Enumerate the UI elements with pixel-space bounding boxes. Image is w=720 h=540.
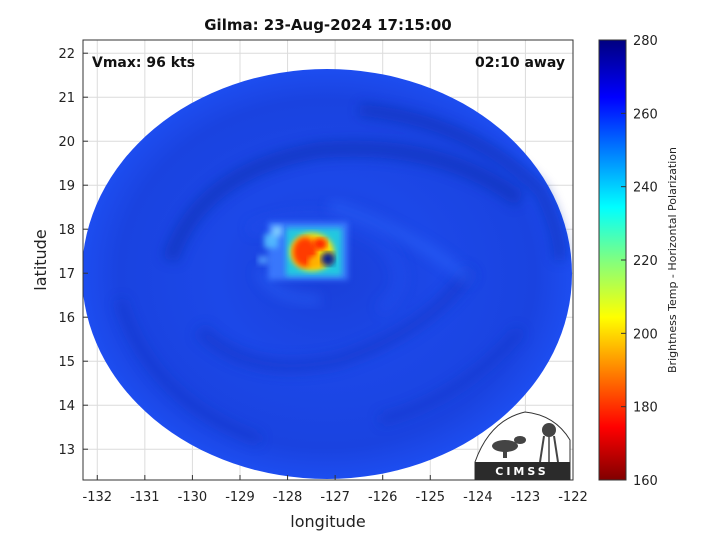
- x-tick-label: -125: [416, 490, 446, 505]
- y-tick-label: 15: [58, 355, 75, 370]
- colorbar-tick-label: 160: [633, 474, 658, 489]
- y-tick-label: 22: [58, 47, 75, 62]
- colorbar-label: Brightness Temp - Horizontal Polarizatio…: [666, 147, 679, 373]
- y-tick-label: 20: [58, 135, 75, 150]
- y-tick-label: 21: [58, 91, 75, 106]
- colorbar-tick-label: 220: [633, 254, 658, 269]
- colorbar-tick-label: 200: [633, 327, 658, 342]
- storm-eye: [321, 252, 335, 266]
- colorbar: 160 180 200 220 240 260 280 Brightness Temp - …: [598, 34, 679, 489]
- x-tick-label: -127: [320, 490, 350, 505]
- x-tick-label: -130: [178, 490, 208, 505]
- y-tick-label: 18: [58, 223, 75, 238]
- colorbar-tick-label: 260: [633, 107, 658, 122]
- x-tick-label: -126: [368, 490, 398, 505]
- spiral-bands: [115, 104, 566, 445]
- y-tick-label: 17: [58, 267, 75, 282]
- x-tick-label: -128: [273, 490, 303, 505]
- plot-area: -132 -131 -130 -129 -128 -127 -126 -125 -124 -123…: [58, 39, 588, 505]
- y-tick-label: 14: [58, 399, 75, 414]
- convective-flecks: [258, 226, 282, 264]
- x-axis-ticks: -132 -131 -130 -129 -128 -127 -126 -125 -124 -123…: [83, 475, 588, 505]
- logo-text: CIMSS: [495, 465, 548, 478]
- cimss-logo: CIMSS: [474, 411, 571, 481]
- x-tick-label: -122: [558, 490, 588, 505]
- colorbar-ticks: 160 180 200 220 240 260 280: [621, 34, 658, 489]
- y-axis-ticks: 13 14 15 16 17 18 19 20 21 22: [58, 47, 88, 458]
- y-tick-label: 16: [58, 311, 75, 326]
- x-tick-label: -124: [463, 490, 493, 505]
- plot-frame: [82, 39, 574, 481]
- y-tick-label: 19: [58, 179, 75, 194]
- y-axis-label: latitude: [31, 229, 50, 290]
- colorbar-tick-label: 240: [633, 181, 658, 196]
- chart-title: Gilma: 23-Aug-2024 17:15:00: [204, 16, 452, 34]
- x-tick-label: -129: [225, 490, 255, 505]
- colorbar-tick-label: 280: [633, 34, 658, 49]
- eyewall-core: [268, 222, 348, 280]
- x-tick-label: -131: [130, 490, 160, 505]
- colorbar-tick-label: 180: [633, 401, 658, 416]
- inner-rainband: [256, 200, 474, 304]
- y-tick-label: 13: [58, 443, 75, 458]
- satellite-swath: [83, 69, 572, 479]
- x-axis-label: longitude: [290, 512, 365, 531]
- x-tick-label: -132: [83, 490, 113, 505]
- vmax-label: Vmax: 96 kts: [92, 55, 195, 71]
- x-tick-label: -123: [511, 490, 541, 505]
- time-away-label: 02:10 away: [475, 55, 565, 71]
